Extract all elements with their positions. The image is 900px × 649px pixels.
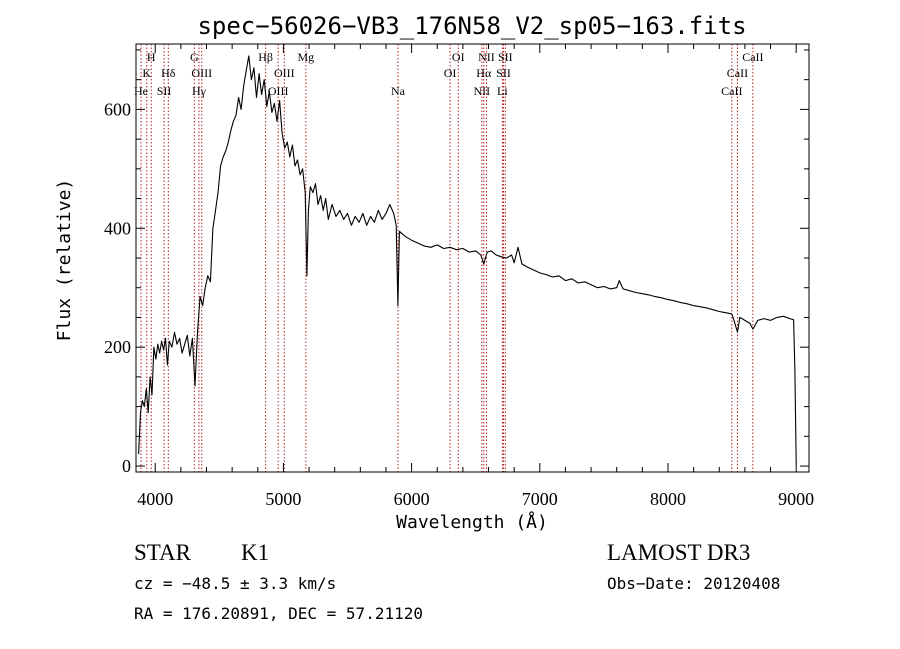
spectral-line-label: Hβ <box>258 50 273 64</box>
spectral-line-label: CaII <box>742 50 763 64</box>
spectral-line-label: H <box>147 50 156 64</box>
x-tick-label: 7000 <box>522 489 558 509</box>
y-axis-ticks: 0 200 400 600 <box>104 49 809 476</box>
object-subclass: K1 <box>241 540 269 565</box>
spectral-line-label: Hγ <box>192 84 207 98</box>
spectral-line-markers <box>140 44 754 472</box>
spectral-line-label: Na <box>391 84 406 98</box>
spectral-line-label: OI <box>444 66 457 80</box>
spectral-line-label: He <box>134 84 148 98</box>
object-class: STAR <box>134 540 192 565</box>
chart-title: spec−56026−VB3_176N58_V2_sp05−163.fits <box>197 12 746 40</box>
survey-name: LAMOST DR3 <box>607 540 750 565</box>
y-axis-label: Flux (relative) <box>54 179 75 342</box>
x-tick-label: 9000 <box>778 489 814 509</box>
spectral-line-label: OIII <box>274 66 295 80</box>
y-tick-label: 200 <box>104 337 131 357</box>
spectral-line-label: SII <box>498 50 513 64</box>
y-tick-label: 600 <box>104 99 131 119</box>
spectral-line-label: OIII <box>268 84 289 98</box>
spectral-line-label: Li <box>497 84 508 98</box>
spectral-line-label: CaII <box>727 66 748 80</box>
x-tick-label: 6000 <box>394 489 430 509</box>
spectral-line-label: CaII <box>721 84 742 98</box>
x-axis-label: Wavelength (Å) <box>396 511 548 533</box>
spectral-line-label: G <box>190 50 199 64</box>
spectral-line-label: SII <box>157 84 172 98</box>
spectral-line-label: Mg <box>298 50 315 64</box>
spectral-line-label: OIII <box>191 66 212 80</box>
spectrum-series <box>138 55 797 464</box>
sky-coordinates: RA = 176.20891, DEC = 57.21120 <box>134 604 423 623</box>
spectral-line-label: NII <box>478 50 495 64</box>
y-tick-label: 400 <box>104 218 131 238</box>
spectral-line-label: OI <box>452 50 465 64</box>
spectrum-line <box>138 55 797 464</box>
spectral-line-label: Hδ <box>161 66 176 80</box>
x-tick-label: 5000 <box>265 489 301 509</box>
y-tick-label: 0 <box>122 456 131 476</box>
spectral-line-labels: HeKHSIIHδGHγOIIIHβOIIIOIIIMgNaOIOINIIHαN… <box>134 50 764 98</box>
spectral-line-label: NII <box>474 84 491 98</box>
x-tick-label: 8000 <box>650 489 686 509</box>
spectral-line-label: Hα <box>476 66 492 80</box>
spectral-line-label: SII <box>496 66 511 80</box>
redshift-velocity: cz = −48.5 ± 3.3 km/s <box>134 574 336 593</box>
x-tick-label: 4000 <box>137 489 173 509</box>
spectral-line-label: K <box>142 66 151 80</box>
x-axis-ticks: 4000 5000 6000 7000 8000 9000 <box>137 44 814 509</box>
observation-date: Obs−Date: 20120408 <box>607 574 780 593</box>
